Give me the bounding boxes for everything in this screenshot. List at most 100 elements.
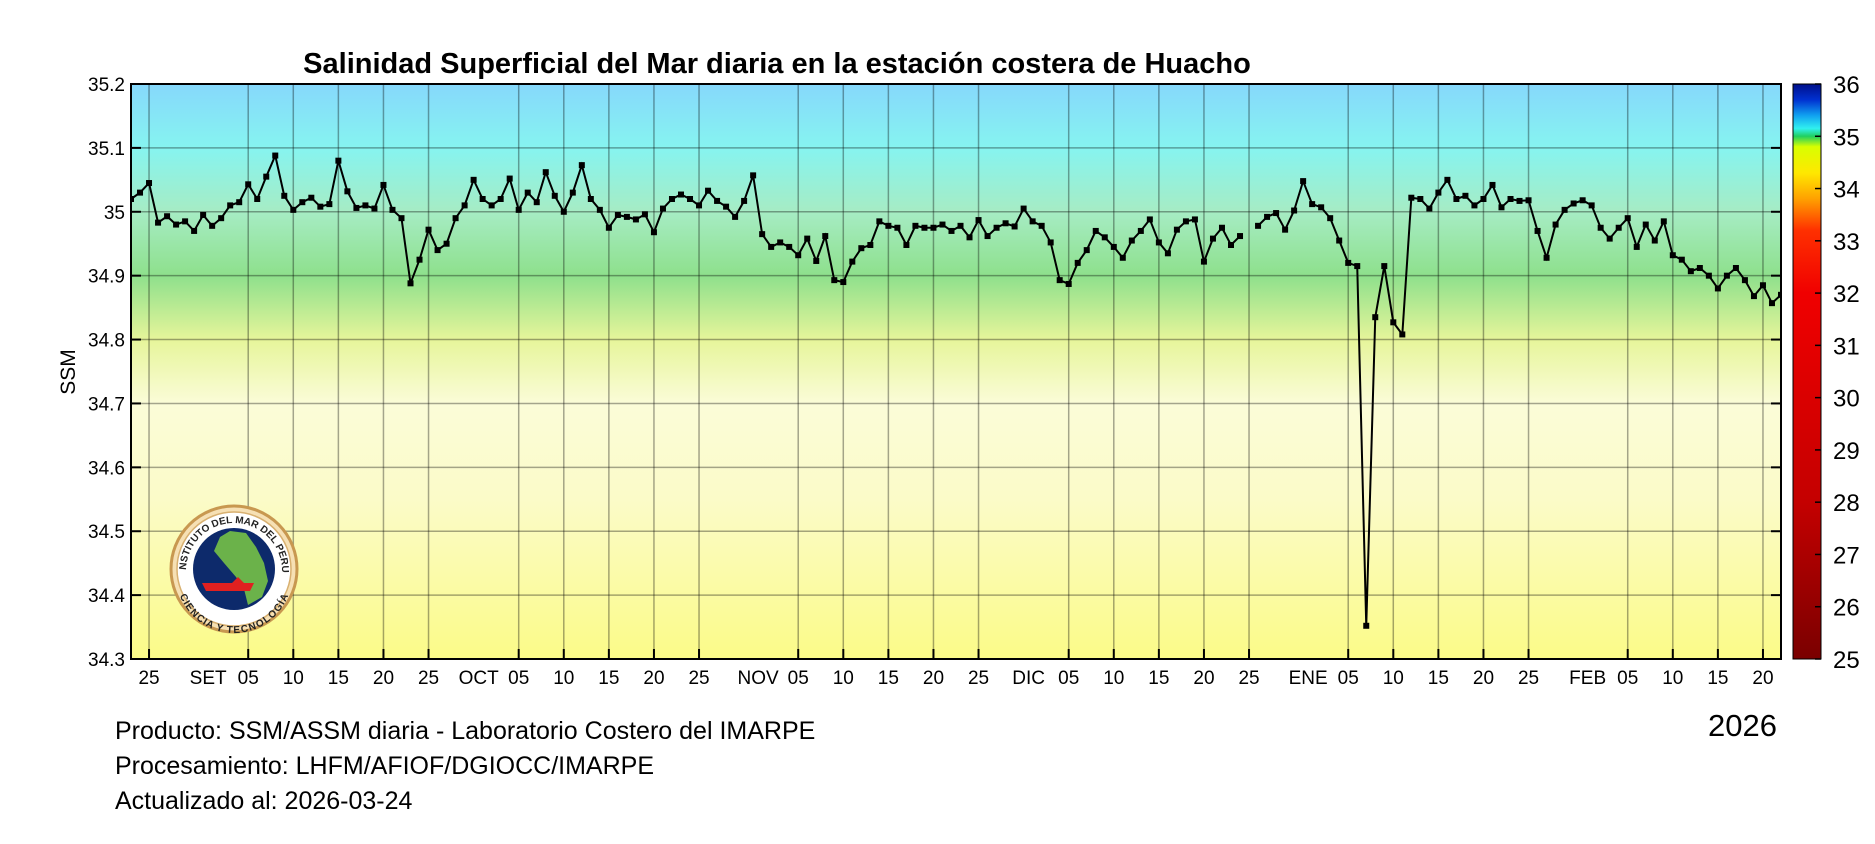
colorbar-tick-label: 32: [1833, 281, 1860, 308]
data-series: [131, 152, 1781, 629]
plot-frame: [130, 83, 1782, 660]
data-point: [1029, 218, 1036, 225]
data-point: [659, 205, 666, 212]
data-point: [1606, 235, 1613, 242]
data-point: [1237, 233, 1244, 240]
data-point: [1534, 227, 1541, 234]
data-point: [1056, 277, 1063, 284]
x-month-label: NOV: [738, 668, 780, 689]
data-point: [1660, 218, 1667, 225]
data-point: [903, 242, 910, 248]
x-tick-label: 15: [1148, 668, 1169, 689]
data-point: [596, 206, 603, 213]
data-point: [533, 199, 540, 206]
colorbar: 25 26 27 28 29 30 31 32 33 34 35 36: [1792, 72, 1860, 674]
data-point: [560, 208, 567, 215]
data-point: [849, 258, 856, 265]
data-point: [795, 252, 802, 259]
data-point: [975, 217, 982, 224]
data-point: [1399, 331, 1406, 338]
data-point: [1191, 216, 1198, 223]
data-point: [1570, 200, 1577, 207]
data-point: [948, 227, 955, 234]
data-point: [1065, 280, 1072, 287]
data-point: [1453, 196, 1460, 202]
data-point: [434, 247, 441, 254]
data-point: [687, 196, 694, 202]
data-point: [876, 218, 883, 225]
data-point: [272, 152, 279, 159]
data-point: [1264, 213, 1271, 220]
data-point: [1435, 189, 1442, 196]
chart-title: Salinidad Superficial del Mar diaria en …: [303, 48, 1251, 80]
data-point: [479, 196, 486, 202]
data-point: [326, 201, 333, 208]
data-point: [155, 219, 162, 226]
data-point: [732, 213, 739, 220]
data-point: [542, 169, 549, 176]
data-point: [497, 196, 504, 202]
data-point: [1291, 207, 1298, 214]
data-point: [131, 196, 134, 202]
data-point: [1372, 314, 1379, 321]
data-point: [173, 221, 180, 228]
data-point: [1426, 205, 1433, 212]
x-month-label: FEB: [1569, 668, 1606, 689]
data-point: [993, 224, 1000, 231]
x-axis-ticks: 25 SET 05 10 15 20 25 OCT 05 10 15 20 25 NOV 05 10 15 20 2…: [138, 649, 1774, 689]
data-point: [1723, 272, 1730, 279]
data-point: [1390, 319, 1397, 326]
data-point: [281, 192, 288, 199]
footer-product: Producto: SSM/ASSM diaria - Laboratorio …: [115, 717, 816, 745]
data-point: [1228, 242, 1234, 248]
data-point: [1778, 291, 1781, 298]
data-point: [804, 235, 811, 242]
data-point: [335, 157, 342, 164]
data-point: [299, 199, 306, 206]
y-tick-label: 34.8: [88, 331, 125, 352]
data-point: [858, 245, 865, 252]
y-tick-label: 34.9: [88, 267, 125, 288]
data-point: [587, 196, 594, 202]
x-month-label: SET: [190, 668, 227, 689]
data-point: [218, 215, 225, 222]
colorbar-tick-label: 28: [1833, 490, 1860, 517]
data-point: [912, 222, 919, 229]
x-tick-label: 15: [878, 668, 899, 689]
x-tick-label: 15: [598, 668, 619, 689]
x-tick-label: 20: [1752, 668, 1773, 689]
data-point: [831, 277, 838, 284]
x-tick-label: 10: [553, 668, 574, 689]
data-point: [957, 222, 964, 229]
y-tick-label: 34.5: [88, 522, 125, 543]
data-point: [1498, 204, 1505, 211]
x-tick-label: 10: [1662, 668, 1683, 689]
data-point: [1543, 254, 1550, 261]
data-point: [443, 240, 450, 247]
data-point: [1381, 263, 1388, 270]
data-point: [1110, 243, 1117, 250]
data-point: [750, 172, 757, 179]
data-point: [1137, 227, 1144, 234]
data-point: [1408, 194, 1415, 201]
data-point: [1516, 197, 1523, 204]
data-point: [506, 175, 513, 182]
x-tick-label: 10: [833, 668, 854, 689]
data-point: [1155, 239, 1162, 246]
data-point: [1092, 227, 1099, 234]
data-point: [1552, 221, 1559, 228]
data-point: [1101, 234, 1108, 241]
data-point: [146, 180, 153, 187]
data-point: [1273, 210, 1280, 217]
imarpe-logo: INSTITUTO DEL MAR DEL PERU CIENCIA Y TEC…: [169, 504, 299, 636]
data-point: [398, 215, 405, 222]
data-point: [461, 202, 468, 209]
data-point: [263, 173, 270, 180]
data-point: [1669, 252, 1676, 259]
data-point: [1345, 259, 1352, 266]
x-tick-label: 25: [138, 668, 159, 689]
data-point: [650, 229, 657, 236]
data-point: [930, 224, 937, 231]
y-tick-label: 35.2: [88, 75, 125, 96]
data-point: [254, 196, 261, 202]
